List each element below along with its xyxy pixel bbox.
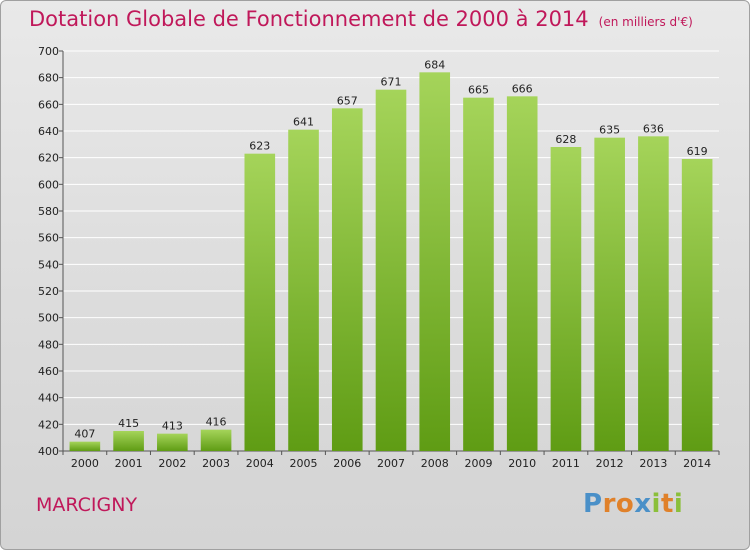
y-tick-label: 520 [38, 285, 59, 298]
bar [288, 129, 319, 451]
x-tick-label: 2002 [158, 457, 186, 470]
x-tick-label: 2000 [71, 457, 99, 470]
x-tick-label: 2010 [508, 457, 536, 470]
bar [331, 108, 363, 451]
bar-value-label: 407 [74, 428, 95, 441]
y-tick-label: 540 [38, 258, 59, 271]
bar [594, 137, 625, 451]
y-tick-label: 480 [38, 338, 59, 351]
bar-value-label: 623 [249, 140, 270, 153]
x-tick-label: 2013 [639, 457, 667, 470]
bar [506, 96, 538, 451]
bar-value-label: 665 [468, 84, 489, 97]
y-tick-label: 640 [38, 125, 59, 138]
y-tick-label: 560 [38, 232, 59, 245]
bar-value-label: 628 [555, 133, 576, 146]
bar [638, 136, 669, 452]
bar [113, 431, 144, 451]
y-tick-label: 440 [38, 392, 59, 405]
bars [69, 72, 713, 452]
y-tick-label: 660 [38, 98, 59, 111]
bar-value-label: 635 [599, 124, 620, 137]
bar [550, 147, 582, 451]
bar [375, 89, 407, 452]
y-tick-label: 620 [38, 152, 59, 165]
chart-unit: (en milliers d'€) [598, 15, 693, 29]
x-tick-label: 2012 [596, 457, 624, 470]
y-tick-label: 400 [38, 445, 59, 458]
y-tick-label: 460 [38, 365, 59, 378]
x-tick-label: 2006 [333, 457, 361, 470]
x-tick-label: 2007 [377, 457, 405, 470]
y-tick-label: 580 [38, 205, 59, 218]
bar [419, 72, 451, 451]
x-tick-label: 2008 [421, 457, 449, 470]
bar [200, 429, 232, 451]
bar-value-label: 413 [162, 420, 183, 433]
bar [244, 153, 276, 451]
y-tick-label: 680 [38, 72, 59, 85]
y-tick-label: 600 [38, 178, 59, 191]
y-tick-labels: 400 420 440 460 480 500 520 540 560 580 600 620 640 6… [38, 45, 59, 458]
value-labels: 407 415 413 416 623 641 657 671 684 665 666 628 635 6… [74, 58, 707, 440]
y-tick-label: 420 [38, 418, 59, 431]
bar [157, 433, 188, 451]
x-tick-label: 2004 [246, 457, 274, 470]
commune-name: MARCIGNY [36, 494, 138, 516]
bar-value-label: 636 [643, 122, 664, 135]
bar-value-label: 416 [206, 416, 227, 429]
bar-value-label: 619 [687, 145, 708, 158]
bar-value-label: 666 [512, 82, 533, 95]
bar-value-label: 671 [381, 76, 402, 89]
x-tick-label: 2014 [683, 457, 711, 470]
x-tick-label: 2009 [464, 457, 492, 470]
x-tick-label: 2005 [290, 457, 318, 470]
bar [69, 441, 101, 451]
x-tick-label: 2011 [552, 457, 580, 470]
chart-title: Dotation Globale de Fonctionnement de 20… [29, 7, 693, 31]
x-tick-labels: 2000 2001 2002 2003 2004 2005 2006 2007 2008 2009… [71, 457, 711, 470]
proxiti-logo[interactable]: Proxiti [583, 489, 684, 519]
bar-value-label: 641 [293, 116, 314, 129]
bar [681, 159, 713, 451]
bar-value-label: 415 [118, 417, 139, 430]
bar-value-label: 684 [424, 58, 445, 71]
chart-title-text: Dotation Globale de Fonctionnement de 20… [29, 7, 589, 31]
bar-value-label: 657 [337, 94, 358, 107]
y-tick-label: 500 [38, 312, 59, 325]
x-tick-label: 2003 [202, 457, 230, 470]
y-tick-label: 700 [38, 45, 59, 58]
x-tick-label: 2001 [115, 457, 143, 470]
bar [463, 97, 494, 452]
